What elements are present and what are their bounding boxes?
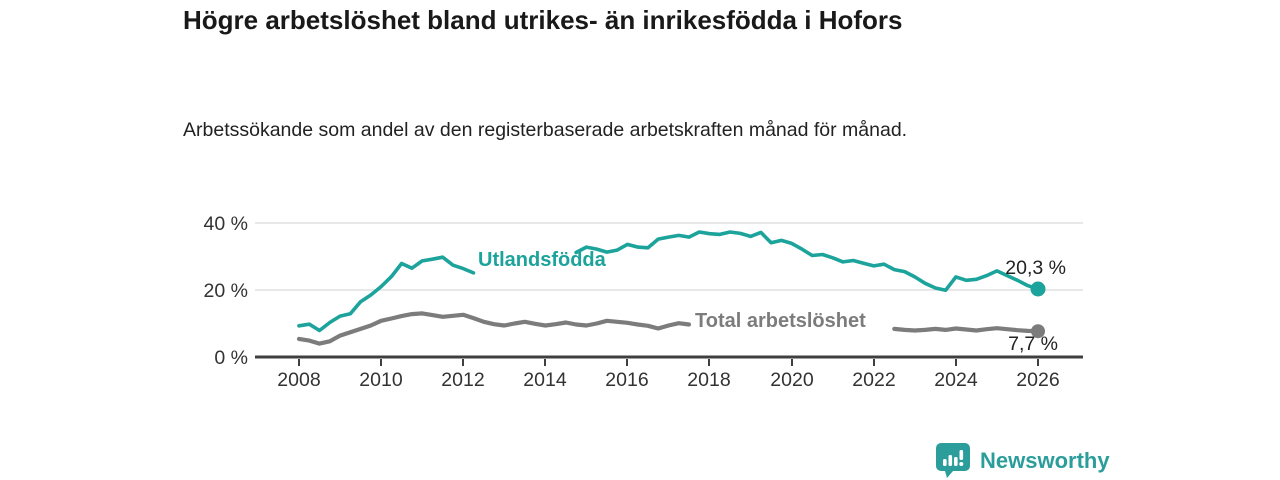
- y-tick-label: 40 %: [204, 213, 248, 235]
- x-tick-label: 2026: [1016, 369, 1059, 391]
- x-tick-label: 2018: [687, 369, 730, 391]
- y-tick-label: 20 %: [204, 280, 248, 302]
- chart-title: Högre arbetslöshet bland utrikes- än inr…: [183, 5, 903, 35]
- x-tick-label: 2024: [934, 369, 978, 391]
- series-line-total-arbetsloshet: [296, 311, 1041, 346]
- chart-pin-icon: [936, 443, 970, 478]
- series-end-dot-total: [1031, 324, 1045, 339]
- value-label-total: 7,7 %: [1008, 333, 1058, 355]
- newsworthy-logo: Newsworthy: [935, 442, 1110, 479]
- value-label-utlandsfodda: 20,3 %: [1005, 257, 1066, 279]
- series-end-dot-utlandsfodda: [1030, 281, 1046, 297]
- x-axis-ticks: [298, 359, 1039, 366]
- series-label-utlandsfodda: Utlandsfödda: [478, 249, 607, 271]
- y-tick-label: 0 %: [214, 347, 248, 369]
- logo-text: Newsworthy: [980, 447, 1110, 473]
- x-tick-label: 2012: [441, 369, 484, 391]
- x-tick-label: 2010: [359, 369, 403, 391]
- x-tick-label: 2020: [770, 369, 814, 391]
- series-label-total: Total arbetslöshet: [695, 310, 866, 332]
- x-tick-label: 2022: [852, 369, 895, 391]
- chart-subtitle: Arbetssökande som andel av den registerb…: [183, 119, 908, 141]
- x-tick-label: 2014: [523, 369, 567, 391]
- series-line-utlandsfodda: [297, 230, 1040, 333]
- x-tick-label: 2016: [605, 369, 648, 391]
- x-tick-label: 2008: [277, 369, 320, 391]
